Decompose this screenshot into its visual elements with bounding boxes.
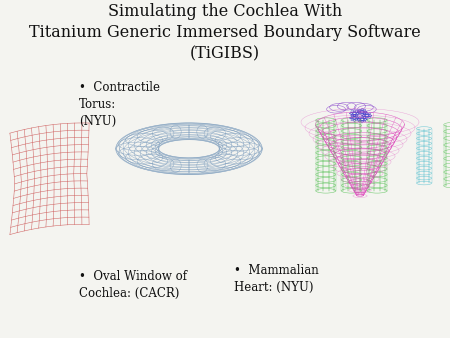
Text: •  Mammalian
Heart: (NYU): • Mammalian Heart: (NYU) xyxy=(234,264,319,294)
Text: •  Oval Window of
Cochlea: (CACR): • Oval Window of Cochlea: (CACR) xyxy=(79,270,187,300)
Text: Simulating the Cochlea With
Titanium Generic Immersed Boundary Software
(TiGIBS): Simulating the Cochlea With Titanium Gen… xyxy=(29,3,421,62)
Text: •  Contractile
Torus:
(NYU): • Contractile Torus: (NYU) xyxy=(79,81,160,128)
